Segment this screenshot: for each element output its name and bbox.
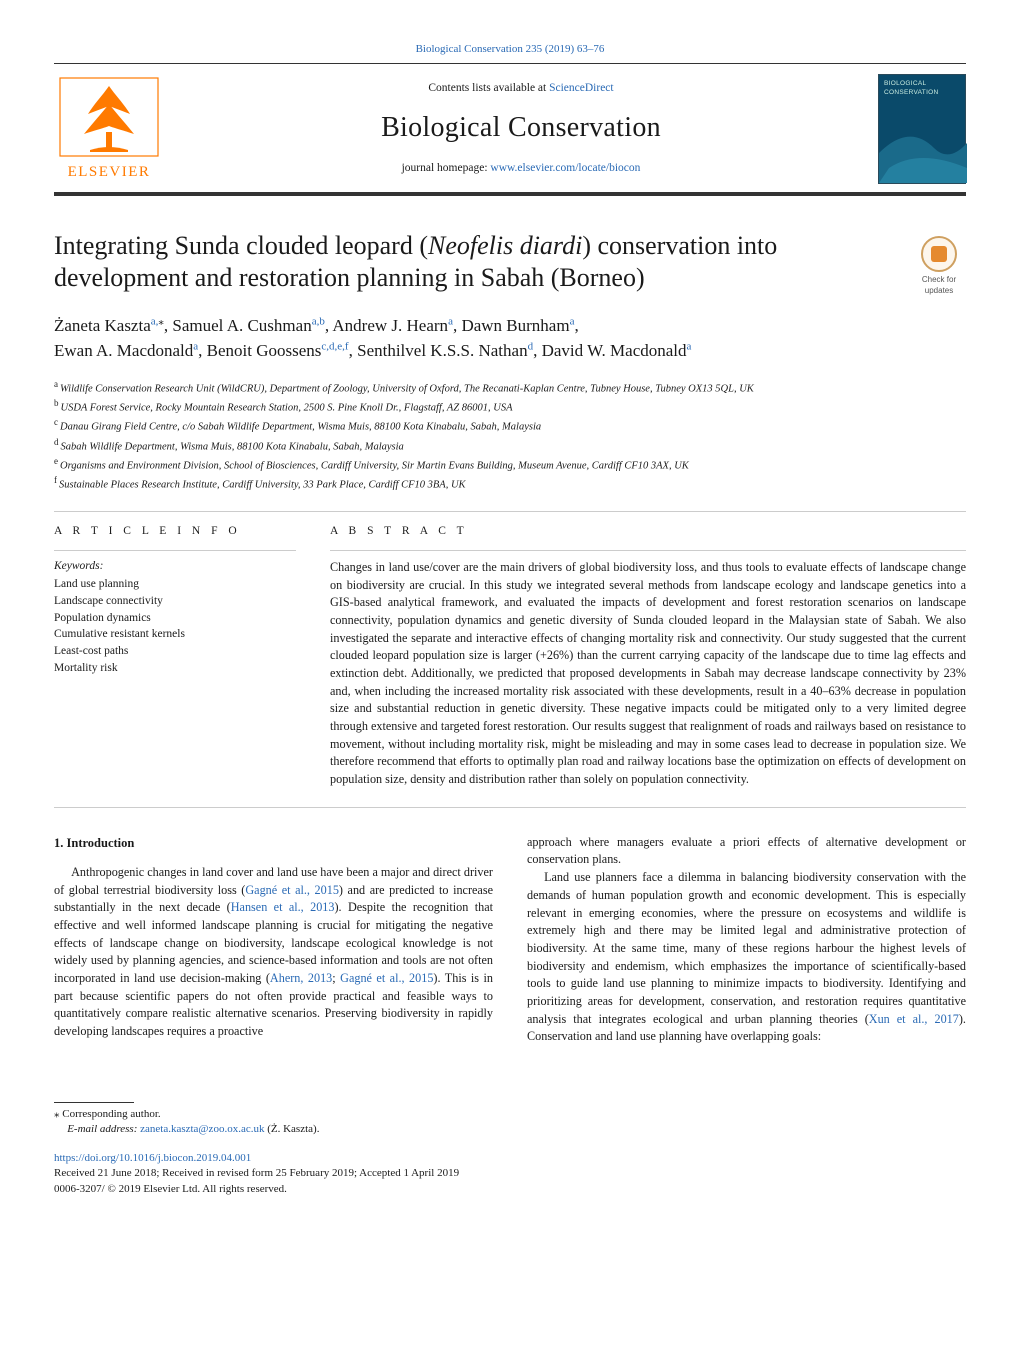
abstract-rule	[330, 550, 966, 551]
affiliation-a: Wildlife Conservation Research Unit (Wil…	[60, 383, 754, 394]
author-8: David W. Macdonald	[542, 341, 687, 360]
author-2-aff[interactable]: a,b	[312, 315, 325, 327]
article-info-heading: A R T I C L E I N F O	[54, 524, 296, 540]
journal-homepage: journal homepage: www.elsevier.com/locat…	[184, 161, 858, 177]
received-dates: Received 21 June 2018; Received in revis…	[54, 1166, 966, 1181]
abstract-heading: A B S T R A C T	[330, 524, 966, 540]
copyright-line: 0006-3207/ © 2019 Elsevier Ltd. All righ…	[54, 1182, 966, 1197]
affiliations: aWildlife Conservation Research Unit (Wi…	[54, 378, 966, 494]
homepage-link[interactable]: www.elsevier.com/locate/biocon	[490, 162, 640, 174]
doi-link[interactable]: https://doi.org/10.1016/j.biocon.2019.04…	[54, 1152, 251, 1164]
article-info-rule	[54, 550, 296, 551]
doi-block: https://doi.org/10.1016/j.biocon.2019.04…	[54, 1151, 966, 1197]
ref-gagne-2015-a[interactable]: Gagné et al., 2015	[245, 883, 339, 897]
author-1: Żaneta Kaszta	[54, 316, 151, 335]
p2: approach where managers evaluate a prior…	[527, 834, 966, 869]
ref-ahern-2013[interactable]: Ahern, 2013	[270, 971, 332, 985]
elsevier-logo: ELSEVIER	[54, 74, 164, 184]
ref-gagne-2015-b[interactable]: Gagné et al., 2015	[340, 971, 433, 985]
affiliation-d: Sabah Wildlife Department, Wisma Muis, 8…	[61, 441, 404, 452]
sciencedirect-link[interactable]: ScienceDirect	[549, 82, 614, 94]
bookmark-icon	[931, 246, 947, 262]
author-4-aff[interactable]: a	[570, 315, 575, 327]
email-label: E-mail address:	[67, 1123, 140, 1135]
author-5-aff[interactable]: a	[193, 341, 198, 353]
abstract: A B S T R A C T Changes in land use/cove…	[330, 524, 966, 788]
email-suffix: (Ż. Kaszta).	[264, 1123, 319, 1135]
rule-before-abstract	[54, 511, 966, 512]
author-1-corr: ⁎	[158, 315, 164, 327]
cover-thumb-title: BIOLOGICAL CONSERVATION	[879, 75, 965, 98]
author-4: Dawn Burnham	[461, 316, 569, 335]
author-5: Ewan A. Macdonald	[54, 341, 193, 360]
footnotes: ⁎ Corresponding author. E-mail address: …	[54, 1102, 966, 1137]
footnote-rule	[54, 1102, 134, 1103]
p1-d: ;	[332, 971, 340, 985]
ref-hansen-2013[interactable]: Hansen et al., 2013	[231, 900, 335, 914]
author-7: Senthilvel K.S.S. Nathan	[357, 341, 527, 360]
author-7-aff[interactable]: d	[528, 341, 534, 353]
citation-link[interactable]: Biological Conservation 235 (2019) 63–76	[416, 43, 605, 55]
author-2: Samuel A. Cushman	[172, 316, 311, 335]
author-8-aff[interactable]: a	[687, 341, 692, 353]
author-3-aff[interactable]: a	[448, 315, 453, 327]
author-6: Benoit Goossens	[207, 341, 322, 360]
keywords-heading: Keywords:	[54, 559, 296, 575]
abstract-text: Changes in land use/cover are the main d…	[330, 559, 966, 789]
rule-header-bottom	[54, 192, 966, 196]
homepage-prefix: journal homepage:	[402, 162, 491, 174]
corresponding-author: ⁎ Corresponding author.	[54, 1107, 966, 1122]
elsevier-logo-text: ELSEVIER	[68, 164, 151, 180]
article-title-a: Integrating Sunda clouded leopard (	[54, 231, 428, 260]
author-6-aff[interactable]: c,d,e,f	[321, 341, 348, 353]
author-list: Żaneta Kasztaa,⁎, Samuel A. Cushmana,b, …	[54, 313, 966, 364]
author-3: Andrew J. Hearn	[332, 316, 448, 335]
body-col-left: 1. Introduction Anthropogenic changes in…	[54, 834, 493, 1046]
email-link[interactable]: zaneta.kaszta@zoo.ox.ac.uk	[140, 1123, 264, 1135]
journal-cover-thumb: BIOLOGICAL CONSERVATION	[878, 74, 966, 184]
affiliation-b: USDA Forest Service, Rocky Mountain Rese…	[61, 403, 513, 414]
body-columns: 1. Introduction Anthropogenic changes in…	[54, 834, 966, 1046]
check-updates-label: Check for updates	[922, 275, 956, 295]
rule-after-abstract	[54, 807, 966, 808]
ref-xun-2017[interactable]: Xun et al., 2017	[869, 1012, 959, 1026]
affiliation-c: Danau Girang Field Centre, c/o Sabah Wil…	[60, 422, 541, 433]
article-info: A R T I C L E I N F O Keywords: Land use…	[54, 524, 296, 788]
body-col-right: approach where managers evaluate a prior…	[527, 834, 966, 1046]
affiliation-f: Sustainable Places Research Institute, C…	[59, 480, 466, 491]
check-updates-badge[interactable]: Check for updates	[912, 236, 966, 297]
journal-title: Biological Conservation	[184, 109, 858, 147]
citation-header: Biological Conservation 235 (2019) 63–76	[54, 42, 966, 57]
contents-line: Contents lists available at ScienceDirec…	[184, 81, 858, 97]
p3-a: Land use planners face a dilemma in bala…	[527, 870, 966, 1026]
article-title-species: Neofelis diardi	[428, 231, 582, 260]
contents-prefix: Contents lists available at	[428, 82, 549, 94]
keywords-list: Land use planning Landscape connectivity…	[54, 576, 296, 676]
affiliation-e: Organisms and Environment Division, Scho…	[60, 460, 689, 471]
section-1-heading: 1. Introduction	[54, 834, 493, 852]
journal-header: ELSEVIER Contents lists available at Sci…	[54, 64, 966, 192]
article-title: Integrating Sunda clouded leopard (Neofe…	[54, 230, 834, 295]
